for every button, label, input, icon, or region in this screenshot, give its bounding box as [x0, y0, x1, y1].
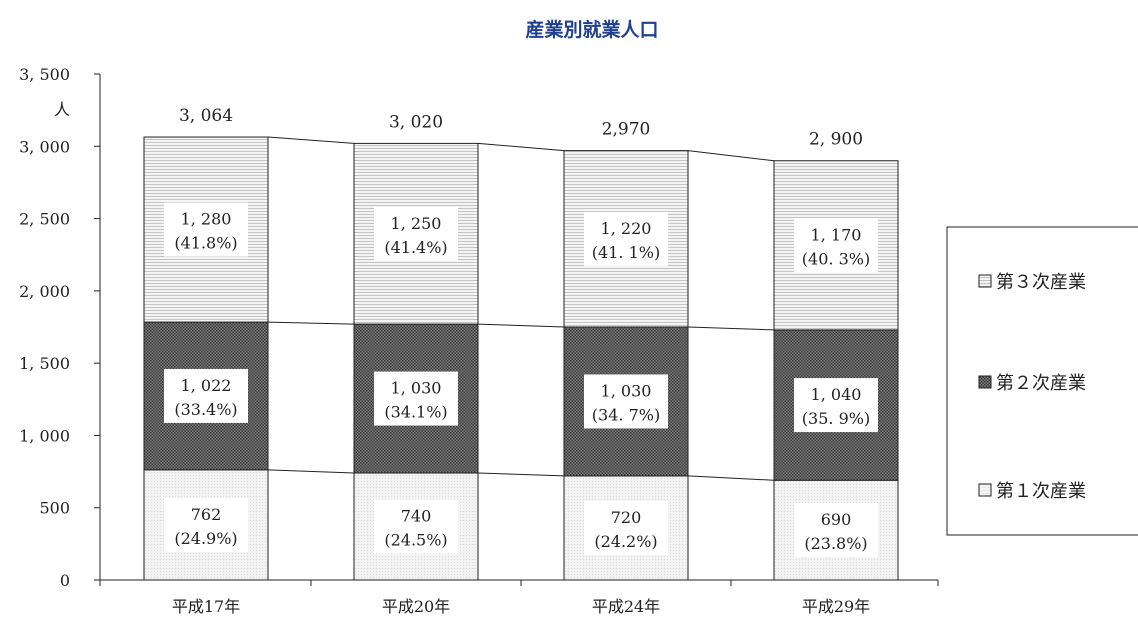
total-label: 2,970 [602, 120, 651, 140]
legend-label: 第３次産業 [996, 272, 1086, 293]
data-label-percent: (34.1%) [384, 403, 447, 422]
y-tick-label: 0 [60, 571, 70, 590]
series-connector-line [477, 142, 565, 152]
data-label-background [794, 218, 878, 273]
y-tick-label: 1, 500 [19, 354, 70, 373]
data-label-percent: (24.5%) [384, 531, 447, 550]
x-tick-label: 平成24年 [592, 597, 660, 616]
series-connector-line [477, 323, 565, 328]
data-label-value: 1, 022 [181, 376, 232, 395]
series-connector-line [477, 472, 565, 477]
legend-label: 第２次産業 [996, 373, 1086, 394]
data-label-value: 1, 280 [181, 210, 232, 229]
y-tick-label: 500 [39, 499, 70, 518]
x-axis: 平成17年 平成20年 平成24年 平成29年 [99, 579, 939, 616]
data-label-background [794, 378, 878, 433]
data-label-value: 1, 030 [601, 381, 652, 400]
y-axis-unit: 人 [54, 100, 70, 119]
y-tick-label: 3, 500 [19, 65, 70, 84]
data-label-background [584, 211, 668, 266]
data-label-percent: (23.8%) [804, 534, 867, 553]
series-connectors [267, 136, 775, 481]
chart-title: 産業別就業人口 [525, 18, 658, 41]
data-label-percent: (41.8%) [174, 234, 237, 253]
data-label-percent: (33.4%) [174, 400, 237, 419]
data-label-value: 1, 170 [811, 225, 862, 244]
total-label: 2, 900 [809, 130, 863, 150]
data-label-percent: (40. 3%) [802, 249, 870, 268]
x-tick-label: 平成20年 [382, 597, 450, 616]
data-label-background [794, 503, 878, 558]
series-connector-line [267, 469, 355, 474]
y-tick-label: 2, 500 [19, 210, 70, 229]
data-label-value: 1, 250 [391, 214, 442, 233]
data-label-percent: (41.4%) [384, 238, 447, 257]
series-connector-line [687, 326, 775, 331]
data-label-background [164, 202, 248, 257]
data-label-background [584, 374, 668, 429]
data-label-background [374, 371, 458, 426]
x-tick-label: 平成17年 [172, 597, 240, 616]
data-label-percent: (24.9%) [174, 529, 237, 548]
legend-swatch [978, 483, 992, 497]
y-axis: 0 500 1, 000 1, 500 2, 000 2, 500 3, 000 3, 500 [19, 65, 101, 590]
legend-swatch [978, 274, 992, 288]
data-label-value: 740 [401, 507, 432, 526]
data-label-value: 720 [611, 508, 642, 527]
series-connector-line [687, 475, 775, 481]
series-connector-line [267, 321, 355, 325]
data-label-value: 1, 220 [601, 219, 652, 238]
bars: 762 (24.9%) 1, 022 (33.4%) 1, 280 (41.8%) 3, 0… [143, 106, 899, 581]
data-label-percent: (24.2%) [594, 532, 657, 551]
total-label: 3, 064 [179, 106, 233, 126]
data-label-value: 1, 030 [391, 379, 442, 398]
data-label-background [374, 499, 458, 554]
data-label-value: 762 [191, 505, 222, 524]
y-tick-label: 3, 000 [19, 137, 70, 156]
y-tick-label: 2, 000 [19, 282, 70, 301]
series-connector-line [687, 150, 775, 162]
data-label-background [584, 500, 668, 555]
data-label-background [164, 497, 248, 552]
y-tick-label: 1, 000 [19, 426, 70, 445]
data-label-value: 1, 040 [811, 385, 862, 404]
legend-swatch [978, 375, 992, 389]
data-label-background [164, 368, 248, 423]
legend-label: 第１次産業 [996, 481, 1086, 502]
data-label-background [374, 206, 458, 261]
data-label-percent: (35. 9%) [802, 409, 870, 428]
total-label: 3, 020 [389, 112, 443, 132]
data-label-percent: (34. 7%) [592, 405, 660, 424]
data-label-percent: (41. 1%) [592, 243, 660, 262]
data-label-value: 690 [821, 510, 852, 529]
series-connector-line [267, 136, 355, 144]
x-tick-label: 平成29年 [802, 597, 870, 616]
